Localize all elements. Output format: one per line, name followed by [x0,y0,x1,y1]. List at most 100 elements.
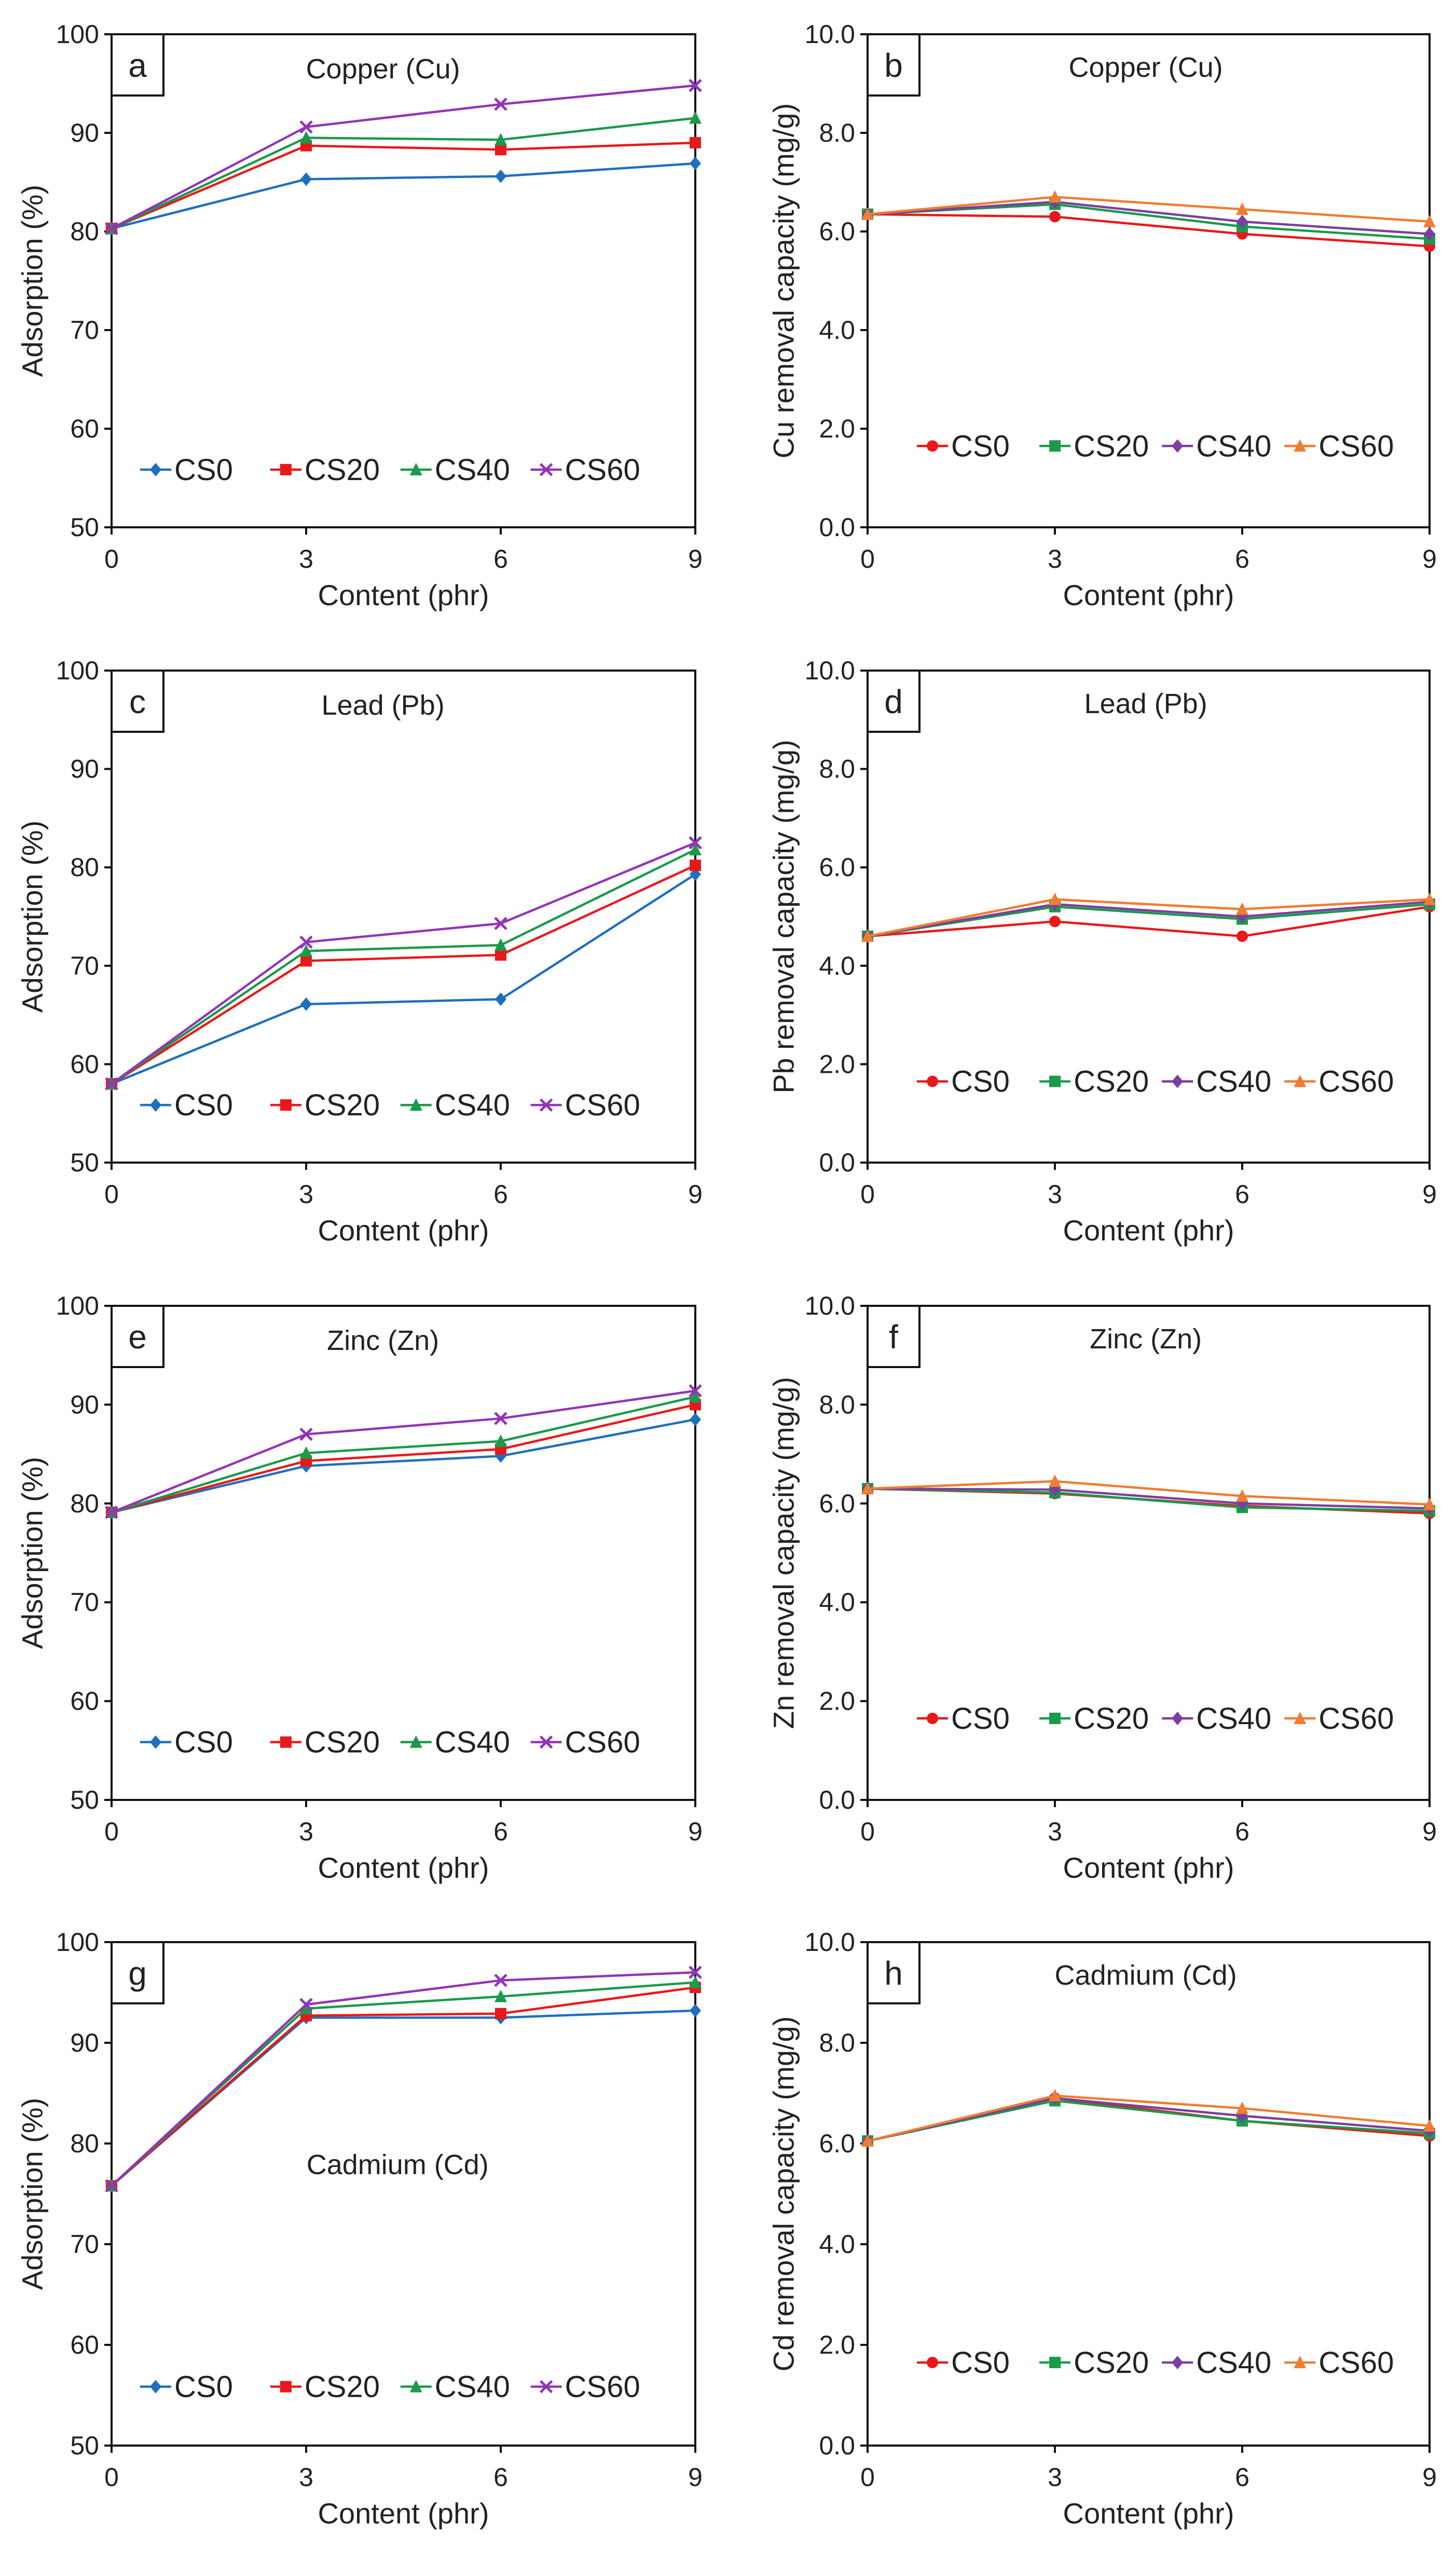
x-tick-label: 0 [860,1180,875,1209]
series-line [111,849,696,1085]
series-line [867,1487,1430,1512]
legend-entry-CS40: CS40 [1162,2346,1271,2380]
panel-title: Copper (Cu) [1069,52,1223,83]
panel-letter-box [111,1941,164,2004]
series-CS40 [105,111,702,235]
legend-marker [927,2356,938,2368]
panel-letter-box [111,1305,164,1368]
legend-label: CS0 [174,453,233,487]
panel-letter: c [129,683,146,720]
legend-marker [1049,2356,1061,2368]
y-tick-label: 0.0 [819,513,855,542]
legend-marker [1049,1712,1061,1724]
x-tick-label: 9 [688,1817,703,1846]
x-axis-title: Content (phr) [318,579,489,611]
series-line [111,864,696,1085]
legend-marker [409,2380,422,2393]
legend-entry-CS20: CS20 [270,2370,380,2404]
data-point [1237,930,1248,942]
legend-marker [1049,440,1061,452]
y-tick-label: 90 [70,1390,99,1419]
data-point [1423,2119,1436,2132]
y-tick-label: 50 [70,1785,99,1814]
legend: CS0 CS20 CS40 CS60 [140,2370,640,2404]
series-CS20 [106,137,701,235]
x-axis-title: Content (phr) [1063,2497,1234,2530]
y-tick-label: 4.0 [819,316,855,345]
x-tick-label: 6 [493,544,508,574]
series-line [867,2094,1430,2142]
data-point [105,2179,118,2193]
panel-letter: a [128,47,147,84]
series-line [111,162,696,230]
legend-entry-CS0: CS0 [140,1726,233,1759]
legend-entry-CS60: CS60 [1284,429,1394,463]
panel-title: Cadmium (Cd) [1055,1960,1237,1991]
legend-label: CS60 [565,1088,640,1122]
data-point [495,938,507,951]
series-CS60 [105,1384,702,1519]
legend-entry-CS0: CS0 [140,1088,233,1122]
x-tick-label: 3 [299,544,313,574]
y-tick-label: 4.0 [819,951,855,980]
data-point [300,997,312,1011]
x-tick-label: 6 [1235,1817,1249,1846]
data-point [300,944,312,957]
panel-g: 50 60 70 80 90 100 0 3 6 9 Content (phr) Adsorption… [16,1928,703,2530]
data-point [494,917,507,931]
panel-letter: e [128,1318,147,1356]
legend-marker [1294,2355,1307,2368]
y-tick-label: 90 [70,755,99,784]
legend-label: CS20 [305,1088,380,1122]
legend-label: CS20 [1074,429,1149,463]
legend-label: CS40 [435,1088,510,1122]
legend-marker [280,463,292,475]
x-tick-label: 0 [104,1180,119,1209]
legend-entry-CS40: CS40 [400,1088,510,1122]
legend-entry-CS20: CS20 [1039,429,1149,463]
x-tick-label: 9 [688,1180,703,1209]
x-axis-title: Content (phr) [318,1851,489,1884]
legend-label: CS60 [565,453,640,487]
legend-label: CS60 [565,2370,640,2404]
legend-entry-CS60: CS60 [1284,2346,1394,2380]
legend-marker [409,1098,422,1111]
series-line [867,2099,1430,2142]
data-point [494,1412,507,1425]
legend-marker [539,1098,553,1112]
y-tick-label: 8.0 [819,755,855,784]
y-tick-label: 10.0 [805,20,855,49]
x-tick-label: 3 [299,1817,313,1846]
legend-label: CS0 [951,2346,1010,2380]
x-tick-label: 9 [1422,544,1437,574]
data-point [300,2002,312,2015]
series-line [867,213,1430,248]
y-tick-label: 10.0 [805,656,855,685]
legend-label: CS0 [174,2370,233,2404]
legend-entry-CS60: CS60 [530,453,640,487]
panel-title: Copper (Cu) [306,53,460,85]
panel-title: Lead (Pb) [322,690,445,721]
y-tick-label: 2.0 [819,1049,855,1078]
panel-e: 50 60 70 80 90 100 0 3 6 9 Content (phr) Adsorption… [16,1291,703,1884]
series-line [111,117,696,230]
data-point [495,169,506,183]
legend-entry-CS60: CS60 [1284,1702,1394,1736]
y-tick-label: 8.0 [819,1390,855,1419]
panel-letter: g [128,1955,147,1992]
x-tick-label: 6 [1235,1180,1249,1209]
series-line [867,905,1430,938]
y-tick-label: 80 [70,853,99,882]
series-CS60 [861,190,1436,227]
series-CS60 [861,892,1436,942]
y-tick-label: 100 [56,20,99,49]
x-axis-title: Content (phr) [318,2497,489,2530]
x-tick-label: 0 [860,2463,875,2492]
legend-entry-CS60: CS60 [1284,1065,1394,1099]
data-point [299,935,313,949]
y-axis-title: Cu removal capacity (mg/g) [767,103,800,459]
legend-entry-CS0: CS0 [140,453,233,487]
x-tick-label: 0 [104,1817,119,1846]
y-tick-label: 60 [70,414,99,443]
data-point [689,1390,702,1403]
